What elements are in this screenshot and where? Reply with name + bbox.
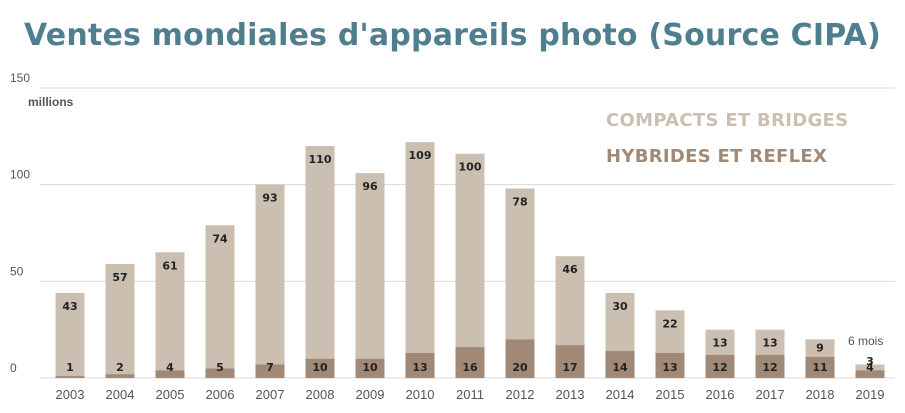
data-label-hybrides: 13 <box>412 361 427 374</box>
bar-hybrides-2003 <box>55 376 85 378</box>
x-tick-label: 2016 <box>706 387 735 402</box>
data-label-compacts: 22 <box>662 317 677 330</box>
legend-compacts-et-bridges: COMPACTS ET BRIDGES <box>606 110 849 131</box>
x-tick-label: 2009 <box>356 387 385 402</box>
data-label-hybrides: 14 <box>612 361 628 374</box>
x-tick-label: 2017 <box>756 387 785 402</box>
bar-compacts-2019 <box>855 364 885 371</box>
bar-hybrides-2019 <box>855 370 885 378</box>
data-label-compacts: 57 <box>112 271 127 284</box>
bar-compacts-2010 <box>405 142 435 353</box>
bar-hybrides-2005 <box>155 370 185 378</box>
x-tick-label: 2012 <box>506 387 535 402</box>
data-label-hybrides: 16 <box>462 361 478 374</box>
data-label-hybrides: 10 <box>362 361 378 374</box>
bar-hybrides-2012 <box>505 339 535 378</box>
data-label-compacts: 96 <box>362 180 378 193</box>
bar-compacts-2017 <box>755 329 785 355</box>
x-tick-label: 2011 <box>456 387 484 402</box>
data-label-compacts: 43 <box>62 300 77 313</box>
y-tick-label: 0 <box>10 361 17 375</box>
bar-compacts-2004 <box>105 263 135 375</box>
data-label-hybrides: 10 <box>312 361 328 374</box>
bar-compacts-2005 <box>155 252 185 371</box>
bar-compacts-2009 <box>355 173 385 359</box>
bar-compacts-2015 <box>655 310 685 353</box>
bar-hybrides-2008 <box>305 358 335 378</box>
x-tick-label: 2013 <box>556 387 585 402</box>
bar-hybrides-2009 <box>355 358 385 378</box>
bar-hybrides-2015 <box>655 352 685 378</box>
bar-compacts-2008 <box>305 146 335 359</box>
bar-hybrides-2011 <box>455 347 485 378</box>
bar-compacts-2013 <box>555 256 585 346</box>
chart-title: Ventes mondiales d'appareils photo (Sour… <box>24 18 881 53</box>
bar-compacts-2014 <box>605 292 635 351</box>
bar-hybrides-2016 <box>705 354 735 378</box>
data-label-compacts: 13 <box>762 337 777 350</box>
bar-compacts-2011 <box>455 153 485 348</box>
x-tick-label: 2007 <box>256 387 285 402</box>
data-label-compacts: 93 <box>262 192 277 205</box>
data-label-hybrides: 13 <box>662 361 677 374</box>
bar-hybrides-2007 <box>255 364 285 378</box>
bar-compacts-2016 <box>705 329 735 355</box>
x-tick-label: 2006 <box>206 387 235 402</box>
x-tick-label: 2018 <box>806 387 835 402</box>
bar-hybrides-2017 <box>755 354 785 378</box>
data-label-hybrides: 12 <box>762 361 777 374</box>
bar-hybrides-2006 <box>205 368 235 378</box>
bar-compacts-2007 <box>255 184 285 365</box>
x-tick-label: 2014 <box>606 387 635 402</box>
data-label-compacts: 46 <box>562 263 578 276</box>
bar-compacts-2012 <box>505 188 535 340</box>
bar-compacts-2018 <box>805 339 835 357</box>
bar-hybrides-2014 <box>605 350 635 378</box>
data-label-compacts: 61 <box>162 259 177 272</box>
x-tick-label: 2008 <box>306 387 335 402</box>
data-label-hybrides: 5 <box>216 361 224 374</box>
data-label-hybrides: 12 <box>712 361 727 374</box>
y-tick-label: 150 <box>10 71 30 85</box>
data-label-compacts: 13 <box>712 337 727 350</box>
data-label-compacts: 109 <box>409 149 432 162</box>
x-tick-label: 2003 <box>56 387 85 402</box>
data-label-compacts: 74 <box>212 232 228 245</box>
data-label-compacts: 100 <box>459 161 482 174</box>
data-label-hybrides: 2 <box>116 361 124 374</box>
x-tick-label: 2010 <box>406 387 435 402</box>
bar-compacts-2006 <box>205 225 235 369</box>
y-axis-label: millions <box>28 95 74 109</box>
legend-hybrides-et-reflex: HYBRIDES ET REFLEX <box>606 146 828 167</box>
data-label-compacts: 9 <box>816 341 824 354</box>
bar-hybrides-2013 <box>555 345 585 378</box>
data-label-hybrides: 1 <box>66 361 74 374</box>
x-tick-label: 2005 <box>156 387 185 402</box>
bar-hybrides-2018 <box>805 356 835 378</box>
data-label-compacts: 78 <box>512 196 527 209</box>
x-tick-label: 2004 <box>106 387 135 402</box>
data-label-compacts: 30 <box>612 300 628 313</box>
bar-compacts-2003 <box>55 292 85 377</box>
data-label-compacts: 110 <box>309 153 332 166</box>
data-label-hybrides: 7 <box>266 361 274 374</box>
data-label-hybrides: 4 <box>166 361 174 374</box>
y-tick-label: 100 <box>10 168 30 182</box>
data-label-compacts: 3 <box>866 355 874 368</box>
data-label-hybrides: 11 <box>812 361 827 374</box>
x-tick-label: 2019 <box>856 387 885 402</box>
bar-hybrides-2004 <box>105 374 135 378</box>
x-tick-label: 2015 <box>656 387 685 402</box>
data-label-hybrides: 20 <box>512 361 528 374</box>
y-tick-label: 50 <box>10 264 24 278</box>
data-label-hybrides: 4 <box>866 361 874 374</box>
bar-hybrides-2010 <box>405 352 435 378</box>
annotation-6-mois: 6 mois <box>848 334 884 348</box>
data-label-hybrides: 17 <box>562 361 577 374</box>
